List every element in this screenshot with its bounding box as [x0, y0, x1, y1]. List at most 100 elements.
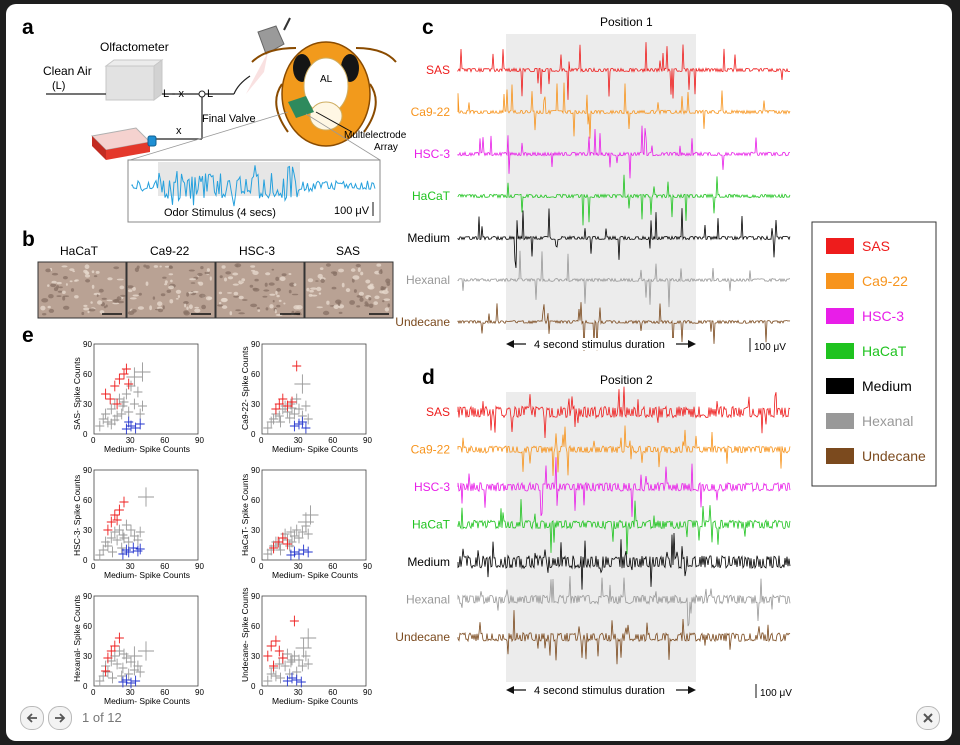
scatter-point [287, 654, 297, 666]
trace-row-medium: Medium [407, 208, 791, 268]
scatter-point [119, 496, 129, 508]
scatter-point [282, 538, 292, 550]
legend-item-ca9-22: Ca9-22 [826, 273, 908, 289]
x-tick-label: 90 [363, 562, 372, 571]
legend-item-hexanal: Hexanal [826, 413, 913, 429]
scatter-point [121, 388, 131, 400]
legend-swatch [826, 273, 854, 289]
y-tick-label: 60 [83, 496, 92, 505]
close-button[interactable] [916, 706, 940, 730]
scatter-point [126, 420, 136, 432]
y-tick-label: 0 [251, 556, 256, 565]
scatter-point [266, 668, 276, 680]
cell-label-ca922: Ca9-22 [150, 244, 190, 258]
scatter-point [112, 658, 122, 670]
duration-label-d: 4 second stimulus duration [534, 685, 665, 697]
scatter-point [110, 414, 120, 426]
scatter-point [101, 665, 111, 677]
y-tick-label: 60 [251, 496, 260, 505]
x-label: x [176, 125, 182, 137]
scatter-plot-2: 00 30 30 60 60 90 90 Medium- Spike Counts Ca9-22… [240, 340, 372, 454]
l-label: L [207, 88, 213, 100]
scatter-point [289, 615, 299, 627]
olfactometer-label: Olfactometer [100, 40, 169, 54]
scatter-point [292, 393, 302, 405]
scatter-point [128, 542, 138, 554]
scatter-point [289, 420, 299, 432]
y-axis-label: Undecane- Spike Counts [240, 587, 250, 682]
trace-line [457, 125, 791, 179]
scatter-point [114, 524, 124, 536]
panel-d-letter: d [422, 366, 435, 389]
scatter-point [301, 400, 311, 412]
scatter-point [126, 524, 136, 536]
trace-label: Undecane [395, 315, 450, 329]
micrograph-1 [37, 261, 127, 319]
scatter-point [273, 536, 283, 548]
legend-swatch [826, 413, 854, 429]
panel-e-letter: e [22, 324, 34, 347]
y-axis-label: SAS- Spike Counts [72, 357, 82, 430]
cell-culture-flask [90, 127, 157, 160]
x-axis-label: Medium- Spike Counts [104, 696, 190, 706]
scatter-point [301, 422, 311, 434]
x-tick-label: 90 [363, 436, 372, 445]
panel-a: a Olfactometer Clean Air (L) L - x L x F… [22, 16, 407, 223]
final-valve-label: Final Valve [202, 113, 256, 125]
scatter-point [263, 422, 273, 434]
trace-row-hacat: HaCaT [412, 499, 791, 555]
x-tick-label: 0 [91, 436, 96, 445]
scale-label-d: 100 μV [760, 688, 792, 699]
scatter-point [98, 670, 108, 682]
x-tick-label: 60 [328, 562, 337, 571]
scatter-point [303, 413, 313, 425]
scatter-point [294, 403, 304, 415]
legend-label: HSC-3 [862, 308, 904, 324]
odor-delivery-nozzle [246, 17, 291, 94]
scatter-point [292, 674, 302, 686]
scatter-point [276, 416, 285, 428]
scatter-point [112, 534, 122, 546]
scatter-point [95, 420, 105, 432]
y-tick-label: 30 [251, 652, 260, 661]
micrograph-row [37, 261, 394, 319]
odor-stimulus-label: Odor Stimulus (4 secs) [164, 207, 276, 219]
y-tick-label: 0 [251, 682, 256, 691]
y-tick-label: 60 [251, 370, 260, 379]
scatter-point [289, 546, 299, 558]
micrograph-2 [126, 261, 216, 319]
y-tick-label: 90 [251, 592, 260, 601]
scatter-point [297, 416, 307, 428]
x-tick-label: 0 [91, 688, 96, 697]
y-tick-label: 0 [83, 556, 88, 565]
next-button[interactable] [48, 706, 72, 730]
trace-line [457, 532, 791, 590]
trace-row-sas: SAS [426, 386, 791, 439]
legend-label: HaCaT [862, 343, 907, 359]
panel-a-letter: a [22, 16, 34, 39]
scatter-point [106, 532, 116, 544]
trace-label: Medium [407, 231, 450, 245]
trace-row-ca9-22: Ca9-22 [411, 425, 791, 476]
y-tick-label: 90 [83, 592, 92, 601]
prev-button[interactable] [20, 706, 44, 730]
scatter-point [103, 524, 113, 536]
recording-trace [131, 165, 376, 207]
x-tick-label: 0 [259, 688, 264, 697]
stimulus-shading-c [506, 34, 696, 330]
scatter-point [274, 645, 284, 657]
x-tick-label: 60 [328, 688, 337, 697]
scatter-point [297, 512, 314, 532]
trace-line [457, 302, 791, 351]
scatter-point [108, 672, 117, 684]
scatter-point [131, 422, 141, 434]
trace-label: Hexanal [406, 593, 450, 607]
scatter-point [274, 658, 284, 670]
trace-line [457, 576, 791, 627]
stimulus-window [158, 162, 300, 196]
scatter-point [112, 514, 122, 526]
trace-label: HaCaT [412, 189, 451, 203]
y-tick-label: 30 [251, 526, 260, 535]
scatter-point [271, 635, 281, 647]
scatter-point [282, 648, 292, 660]
